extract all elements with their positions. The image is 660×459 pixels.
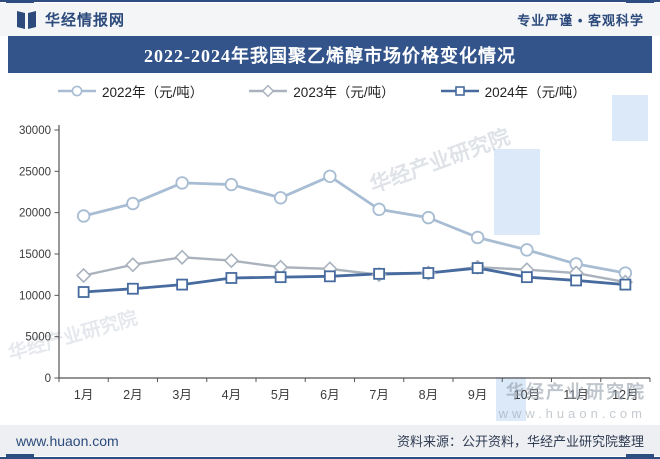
data-point-marker [471,262,484,274]
data-point-marker [223,252,240,269]
data-point-marker [125,257,141,273]
brand-logo-icon [17,10,36,29]
data-point-marker [175,176,189,190]
brand-name: 华经情报网 [45,12,126,29]
x-axis-label: 11月 [563,388,588,402]
bottom-border-line [0,457,660,459]
legend-label: 2024年（元/吨） [484,85,586,100]
x-axis-label: 7月 [369,388,388,402]
watermark-square [494,149,540,235]
legend-diamond-marker-icon [249,84,288,98]
data-point-marker [176,278,189,291]
chart-legend: 2022年（元/吨） 2023年（元/吨） 2024年（元/吨） [56,81,586,101]
legend-square-marker-icon [440,86,479,96]
watermark-square [496,377,526,421]
series-line [83,256,626,284]
legend-circle-marker-icon [58,85,96,97]
data-point-marker [470,230,485,245]
x-axis-label: 12月 [612,388,638,402]
watermark-corner-url: www.huaon.com [498,406,646,421]
legend-marker [261,84,275,98]
data-point-marker [126,196,140,211]
data-point-marker [570,274,583,287]
x-axis-label: 4月 [222,388,241,402]
data-point-marker [520,271,533,284]
y-axis-label: 25000 [19,166,51,178]
brand: 华经情报网 [16,9,125,30]
title-banner: 2022-2024年我国聚乙烯醇市场价格变化情况 [8,36,652,73]
legend-label: 2022年（元/吨） [102,85,204,100]
watermark-corner: 华经产业研究院 www.huaon.com [499,378,646,421]
y-axis-label: 5000 [25,332,51,344]
data-point-marker [273,191,288,205]
legend-marker [71,85,83,97]
data-point-marker [77,286,90,298]
y-axis-label: 10000 [19,290,51,302]
x-axis-label: 1月 [74,388,93,402]
x-axis-label: 5月 [271,388,290,402]
legend-item: 2023年（元/吨） [247,81,395,101]
watermark-corner-title: 华经产业研究院 [506,382,646,402]
data-point-marker [224,177,239,192]
data-point-marker [619,278,632,291]
watermark-square [612,95,648,141]
data-point-marker [422,267,435,279]
x-axis-label: 8月 [419,388,438,402]
legend-label: 2023年（元/吨） [293,85,395,100]
header-bar: 华经情报网 专业严谨 • 客观科学 [0,3,660,36]
legend-marker [454,86,465,96]
data-point-marker [323,270,336,283]
data-point-marker [323,169,337,183]
footer-bar: www.huaon.com 资料来源：公开资料，华经产业研究院整理 [0,425,660,456]
data-point-marker [373,267,386,280]
top-border-cap-right [626,0,654,5]
x-axis-label: 10月 [514,388,540,402]
data-point-marker [76,209,91,223]
legend-item: 2024年（元/吨） [439,81,586,101]
header-slogan: 专业严谨 • 客观科学 [517,13,644,28]
data-point-marker [126,282,139,295]
x-axis-label: 2月 [123,388,142,402]
data-point-marker [174,249,190,265]
x-axis-label: 3月 [172,388,191,402]
bottom-border-cap-right [626,454,654,459]
data-point-marker [372,202,386,217]
page-title: 2022-2024年我国聚乙烯醇市场价格变化情况 [144,45,516,66]
y-axis-label: 15000 [19,249,51,261]
top-border-line [0,0,660,2]
top-border-cap-left [6,0,34,5]
y-axis-label: 0 [45,373,51,385]
price-chart: 华经产业研究院 华经产业研究院 2022年（元/吨） 2023年（元/吨） 2024… [0,73,660,425]
data-point-marker [421,210,436,225]
y-axis-label: 30000 [19,125,51,137]
x-axis-label: 9月 [468,388,487,402]
series-line [83,266,626,294]
chart-svg: 0 5000 10000 15000 20000 25000 30000 1月 2月 3月 4月 5月… [19,125,651,402]
data-point-marker [225,272,238,284]
series-line [83,174,626,275]
data-point-marker [520,243,534,257]
footer-source-note: 资料来源：公开资料，华经产业研究院整理 [396,434,644,449]
data-point-marker [274,271,287,284]
y-axis-label: 20000 [19,208,51,220]
bottom-border-cap-left [6,454,34,459]
data-point-marker [272,259,289,275]
legend-item: 2022年（元/吨） [56,81,203,101]
data-point-marker [75,267,92,284]
footer-website: www.huaon.com [16,432,119,449]
x-axis-label: 6月 [320,388,339,402]
